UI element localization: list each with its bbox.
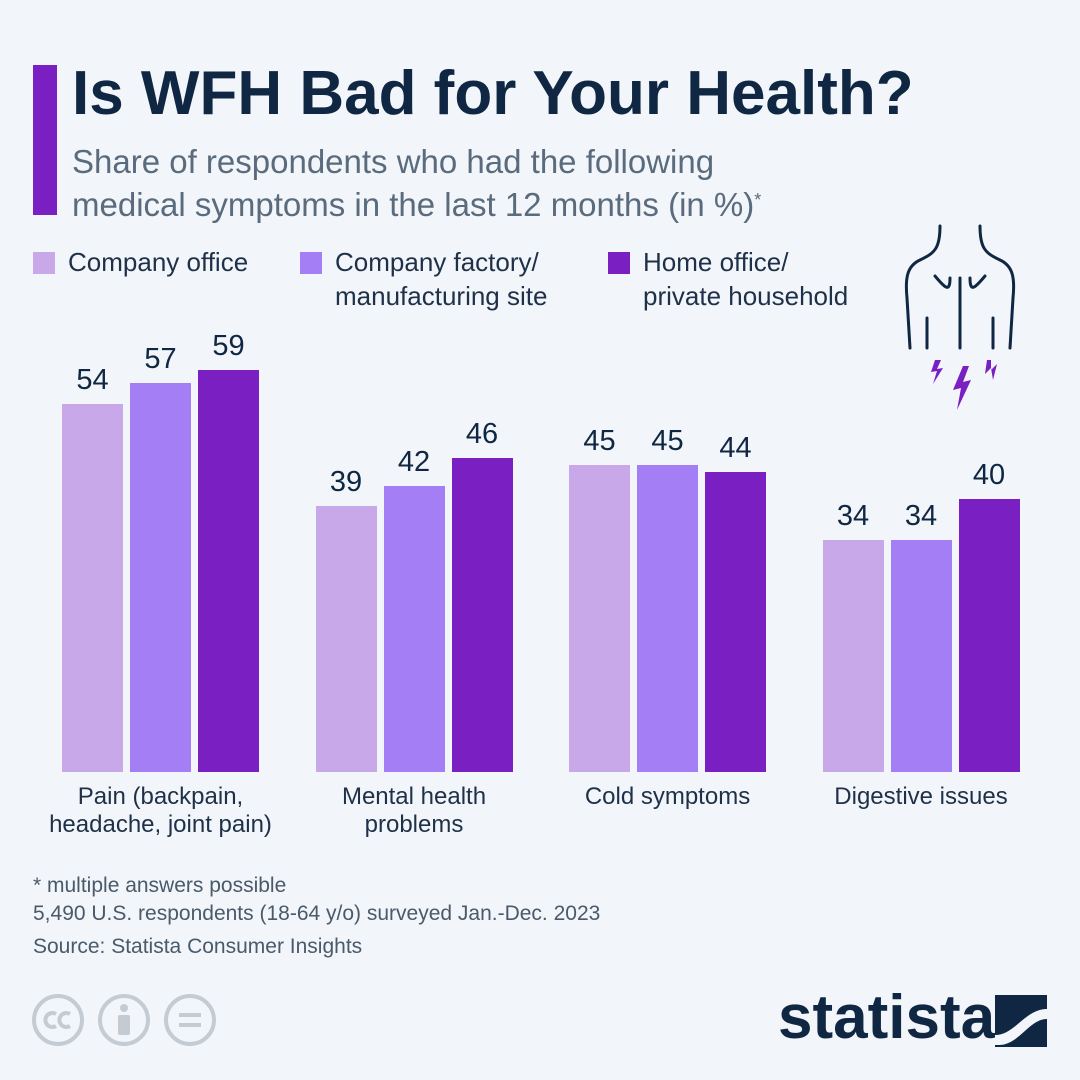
value-label: 44	[719, 432, 752, 465]
value-label: 42	[397, 445, 431, 478]
value-label: 34	[836, 500, 870, 533]
footnote: * multiple answers possible	[33, 874, 287, 897]
bar	[130, 383, 191, 772]
legend-swatch	[300, 252, 322, 274]
legend-swatch	[33, 252, 55, 274]
accent-bar	[33, 65, 57, 215]
value-label: 57	[144, 343, 177, 376]
x-tick-label: Cold symptoms	[584, 783, 751, 810]
bar	[62, 403, 123, 772]
bar	[198, 369, 259, 772]
bar	[637, 465, 698, 772]
logo-text: statista	[778, 983, 996, 1052]
footnote: 5,490 U.S. respondents (18-64 y/o) surve…	[33, 902, 601, 925]
bar	[822, 540, 884, 772]
value-label: 54	[76, 363, 109, 396]
value-label: 46	[465, 418, 499, 451]
license-icons	[32, 994, 216, 1046]
value-label: 45	[583, 425, 616, 458]
value-label: 40	[972, 459, 1006, 492]
bar	[383, 485, 445, 772]
chart-title: Is WFH Bad for Your Health?	[72, 59, 914, 128]
legend-label: Home office/ private household	[643, 247, 849, 311]
bar	[569, 465, 630, 772]
footnote: Source: Statista Consumer Insights	[33, 935, 363, 958]
legend-label: Company office	[68, 247, 249, 277]
x-tick-label: Mental health problems	[341, 783, 487, 838]
bar	[958, 499, 1020, 772]
subtitle-marker: *	[754, 190, 762, 210]
subtitle: Share of respondents who had the followi…	[72, 140, 972, 226]
x-tick-label: Pain (backpain, headache, joint pain)	[49, 783, 272, 838]
subtitle-text: Share of respondents who had the followi…	[72, 143, 755, 223]
bar	[705, 472, 766, 772]
value-label: 39	[329, 466, 363, 499]
legend-swatch	[608, 252, 630, 274]
value-label: 59	[212, 329, 245, 362]
body-icon	[904, 224, 1016, 410]
logo-mark	[995, 995, 1047, 1047]
bar	[315, 506, 377, 772]
legend-label: Company factory/ manufacturing site	[335, 247, 548, 311]
value-label: 45	[651, 425, 684, 458]
x-tick-label: Digestive issues	[834, 783, 1008, 810]
bar	[890, 540, 952, 772]
bar	[451, 458, 513, 772]
value-label: 34	[904, 500, 938, 533]
